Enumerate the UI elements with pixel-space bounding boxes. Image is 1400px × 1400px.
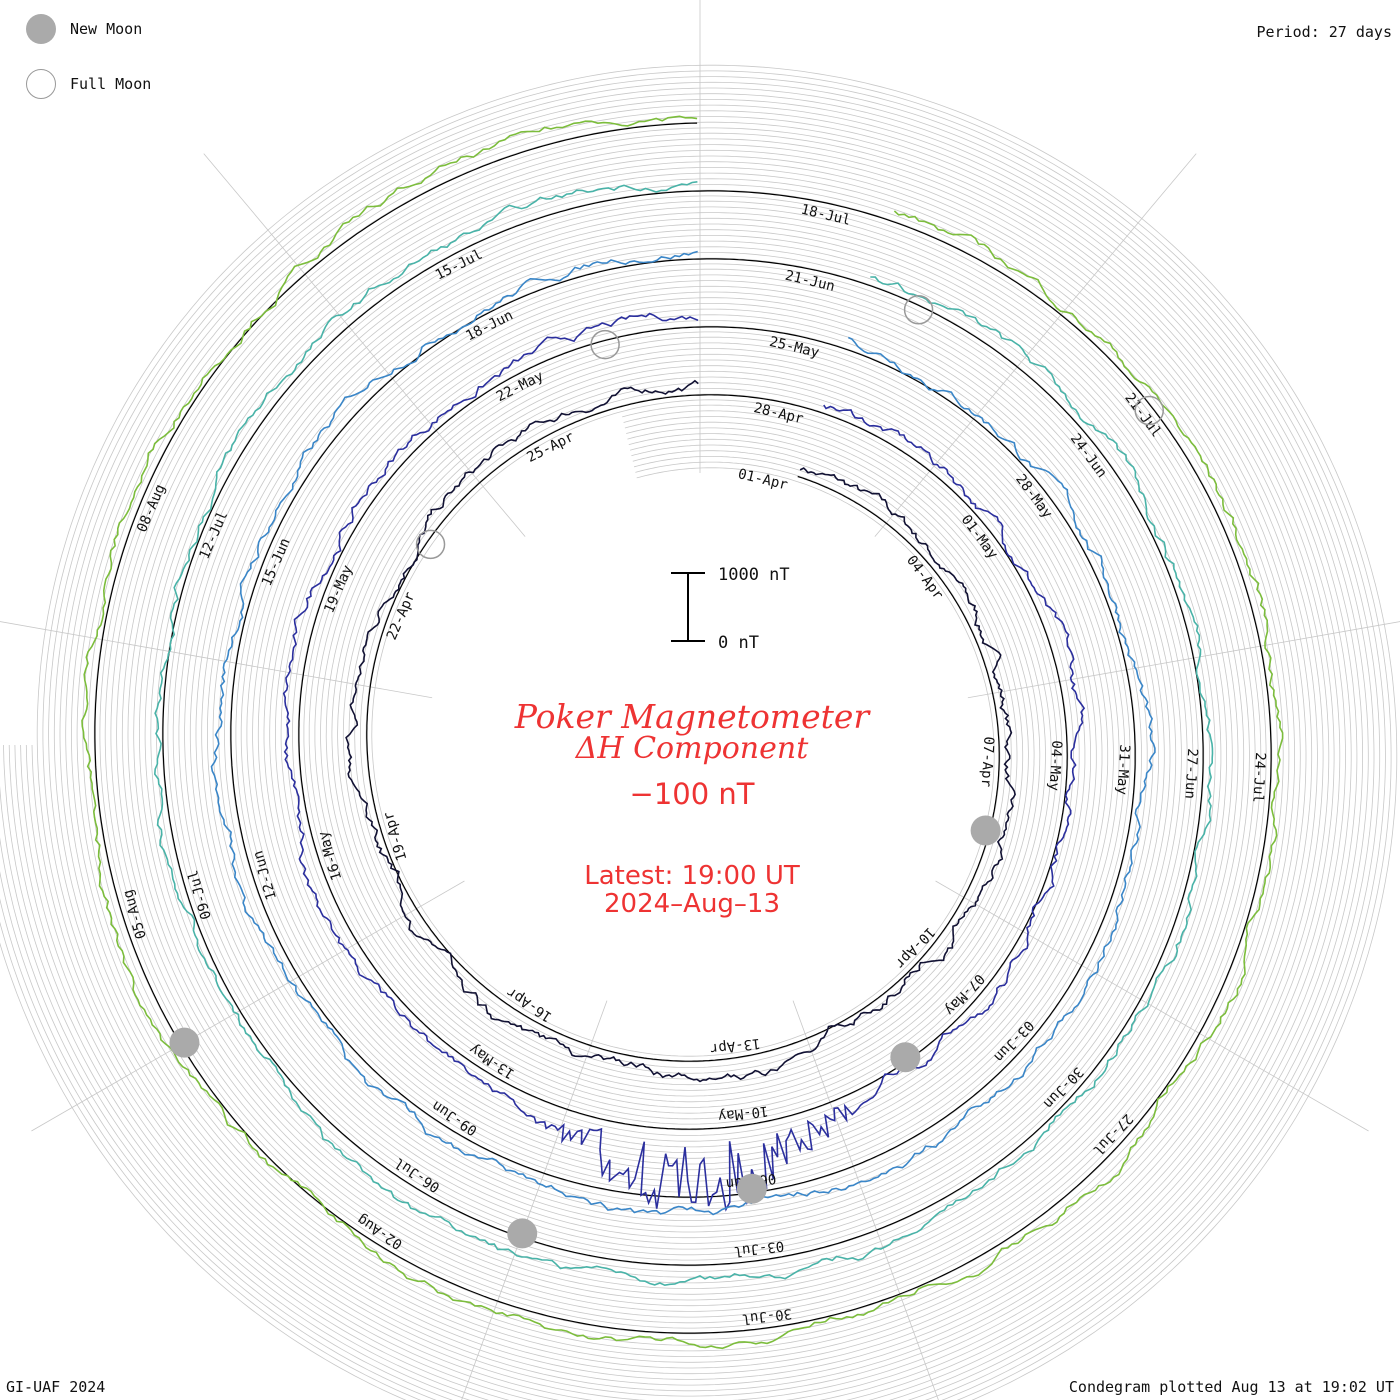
grid-spiral-line bbox=[0, 76, 1386, 1400]
grid-spiral-line bbox=[31, 127, 1335, 1397]
date-label: 03-Jul bbox=[733, 1237, 785, 1259]
date-label: 01-Apr bbox=[736, 466, 789, 493]
date-label: 13-Apr bbox=[709, 1035, 761, 1057]
full-moon-marker bbox=[903, 295, 934, 325]
date-label: 19-Apr bbox=[381, 810, 411, 863]
new-moon-marker bbox=[890, 1042, 921, 1073]
grid-spiral-line bbox=[3, 99, 1363, 1400]
trace-rotation-4 bbox=[153, 181, 1214, 1287]
grid-spiral-line bbox=[0, 64, 1398, 1400]
moon-phase-markers bbox=[169, 295, 1164, 1249]
grid-spiral-line bbox=[14, 110, 1352, 1400]
period-label: Period: 27 days bbox=[1256, 23, 1392, 41]
baseline-value: −100 nT bbox=[630, 777, 755, 811]
date-label: 24-Jul bbox=[1249, 752, 1268, 803]
date-label: 10-May bbox=[717, 1102, 769, 1124]
date-label: 04-May bbox=[1046, 740, 1065, 791]
full-moon-marker bbox=[590, 329, 620, 360]
date-label: 31-May bbox=[1113, 744, 1132, 795]
date-label: 27-Jun bbox=[1181, 748, 1200, 799]
new-moon-marker bbox=[507, 1218, 538, 1249]
day-ray bbox=[0, 621, 433, 699]
day-ray bbox=[792, 1000, 939, 1400]
latest-time: Latest: 19:00 UT bbox=[584, 861, 800, 891]
full-moon-marker bbox=[415, 529, 446, 560]
new-moon-marker bbox=[169, 1027, 200, 1058]
grid-spiral-line bbox=[0, 81, 1381, 1400]
day-ray bbox=[935, 880, 1369, 1132]
trace-rotation-3 bbox=[210, 250, 1156, 1216]
trace-rotation-2 bbox=[282, 312, 1086, 1212]
new-moon-label: New Moon bbox=[70, 20, 143, 38]
legend-new-moon: New Moon bbox=[26, 13, 142, 45]
grid-spiral-line bbox=[20, 116, 1346, 1400]
footer-plot-time: Condegram plotted Aug 13 at 19:02 UT bbox=[1068, 1378, 1394, 1396]
center-title: Poker Magnetometer ΔH Component −100 nT … bbox=[514, 697, 872, 919]
scale-top-label: 1000 nT bbox=[718, 565, 790, 585]
baseline-spiral-line bbox=[94, 122, 1272, 1334]
title-line-1: Poker Magnetometer bbox=[514, 697, 872, 736]
full-moon-icon bbox=[26, 69, 56, 99]
data-traces bbox=[81, 115, 1284, 1350]
grid-spiral-line bbox=[0, 70, 1392, 1400]
trace-rotation-1 bbox=[345, 379, 1016, 1083]
legend-full-moon: Full Moon bbox=[26, 68, 151, 100]
full-moon-marker bbox=[1134, 395, 1164, 426]
date-label: 07-Apr bbox=[978, 736, 997, 787]
day-ray bbox=[31, 880, 465, 1132]
grid-spiral-line bbox=[8, 104, 1358, 1400]
latest-date: 2024–Aug–13 bbox=[604, 889, 780, 919]
baseline-spiral bbox=[94, 122, 1272, 1334]
trace-rotation-5 bbox=[81, 115, 1284, 1350]
grid-spiral-line bbox=[0, 87, 1375, 1400]
day-ray bbox=[967, 621, 1400, 699]
date-label: 30-Jul bbox=[741, 1305, 793, 1327]
new-moon-icon bbox=[26, 14, 56, 44]
new-moon-marker bbox=[970, 815, 1001, 846]
title-line-2: ΔH Component bbox=[575, 731, 809, 766]
scale-bar: 1000 nT 0 nT bbox=[671, 565, 790, 653]
new-moon-marker bbox=[736, 1173, 767, 1204]
footer-credit: GI-UAF 2024 bbox=[6, 1378, 106, 1396]
grid-spiral-line bbox=[0, 93, 1369, 1400]
date-label: 21-Jun bbox=[783, 268, 836, 295]
scale-bottom-label: 0 nT bbox=[718, 633, 759, 653]
day-ray bbox=[874, 153, 1197, 537]
grid-spiral-line bbox=[25, 121, 1341, 1400]
spiral-grid bbox=[0, 64, 1398, 1400]
full-moon-label: Full Moon bbox=[70, 75, 152, 93]
